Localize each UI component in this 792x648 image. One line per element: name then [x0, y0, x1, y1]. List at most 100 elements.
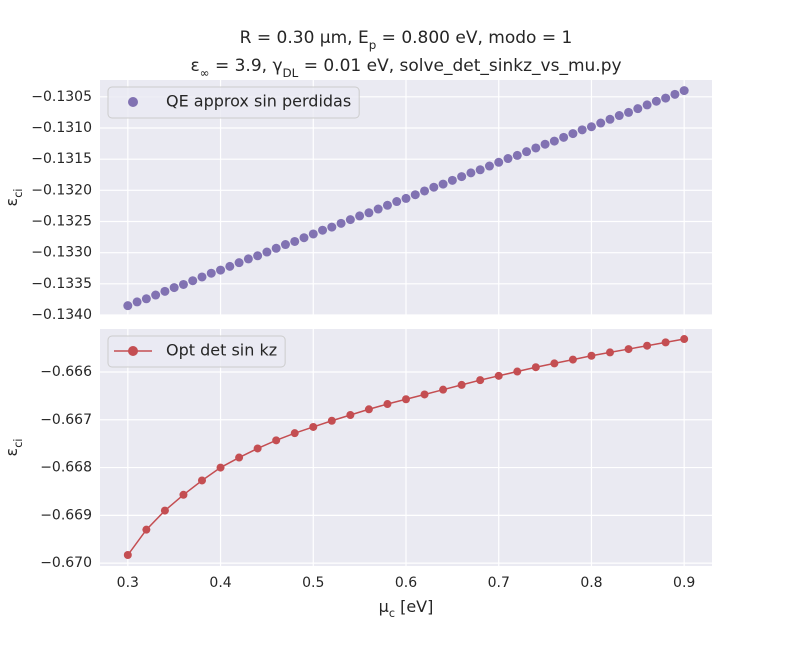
- y-tick-label: −0.1310: [31, 120, 92, 136]
- chart-title-part: ε: [190, 56, 199, 76]
- legend-marker: [128, 346, 138, 356]
- x-axis-label-part: [eV]: [395, 597, 433, 616]
- point: [438, 179, 448, 189]
- point: [299, 233, 309, 243]
- point: [587, 351, 596, 360]
- point: [540, 139, 550, 149]
- y-tick-label: −0.1330: [31, 245, 92, 261]
- point: [271, 243, 281, 253]
- y-tick-label: −0.1340: [31, 307, 92, 323]
- point: [272, 436, 281, 445]
- point: [160, 286, 170, 296]
- point: [568, 355, 577, 364]
- y-tick-label: −0.1320: [31, 182, 92, 198]
- chart-title-part: p: [369, 38, 377, 52]
- point: [142, 525, 151, 534]
- y-axis-label: εci: [2, 189, 25, 207]
- chart-title: ε∞ = 3.9, γDL = 0.01 eV, solve_det_sinkz…: [190, 56, 621, 80]
- point: [169, 283, 179, 293]
- point: [206, 268, 216, 278]
- point: [178, 279, 188, 289]
- point: [439, 385, 448, 394]
- point: [494, 371, 503, 380]
- y-tick-label: −0.669: [40, 507, 92, 523]
- point: [253, 444, 262, 453]
- x-tick-label: 0.7: [488, 575, 510, 591]
- chart-title-part: R = 0.30 μm, E: [240, 28, 369, 48]
- point: [179, 490, 188, 499]
- chart-title-part: ∞: [200, 66, 210, 80]
- point: [327, 416, 336, 425]
- point: [429, 182, 439, 192]
- x-tick-label: 0.8: [580, 575, 602, 591]
- legend-marker: [128, 97, 138, 107]
- point: [568, 129, 578, 139]
- point: [531, 363, 540, 372]
- point: [392, 197, 402, 207]
- point: [253, 251, 263, 261]
- y-tick-label: −0.668: [40, 460, 92, 476]
- point: [466, 168, 476, 178]
- y-tick-label: −0.670: [40, 555, 92, 571]
- x-tick-label: 0.3: [117, 575, 139, 591]
- chart-title-part: = 0.01 eV, solve_det_sinkz_vs_mu.py: [298, 56, 621, 76]
- point: [606, 348, 614, 357]
- y-tick-label: −0.667: [40, 412, 92, 428]
- point: [235, 453, 244, 462]
- point: [123, 301, 133, 311]
- point: [188, 276, 198, 286]
- point: [345, 215, 355, 225]
- point: [243, 254, 253, 264]
- point: [420, 390, 429, 399]
- point: [651, 96, 661, 106]
- chart-title-part: = 3.9, γ: [210, 56, 283, 76]
- y-axis-label-part: ci: [12, 189, 25, 198]
- x-axis-label-part: μ: [379, 597, 389, 616]
- point: [661, 338, 670, 347]
- point: [642, 100, 652, 110]
- point: [624, 345, 633, 354]
- point: [410, 190, 420, 200]
- point: [290, 429, 299, 438]
- point: [364, 405, 373, 414]
- point: [661, 93, 671, 103]
- point: [559, 132, 569, 142]
- legend-box: [107, 335, 286, 368]
- x-tick-label: 0.9: [673, 575, 695, 591]
- point: [512, 150, 522, 160]
- y-tick-label: −0.1335: [31, 276, 92, 292]
- x-tick-label: 0.5: [302, 575, 324, 591]
- point: [132, 297, 142, 307]
- point: [679, 86, 689, 96]
- point: [402, 395, 410, 404]
- point: [308, 229, 318, 239]
- y-tick-label: −0.1325: [31, 213, 92, 229]
- point: [605, 114, 615, 124]
- point: [577, 125, 587, 135]
- y-tick-label: −0.1305: [31, 89, 92, 105]
- point: [643, 341, 652, 350]
- point: [364, 208, 374, 218]
- point: [198, 476, 206, 485]
- point: [141, 294, 151, 304]
- point: [262, 247, 272, 257]
- point: [457, 380, 466, 389]
- point: [401, 193, 411, 203]
- point: [225, 261, 235, 271]
- point: [234, 258, 244, 268]
- point: [355, 211, 365, 221]
- chart-title-part: DL: [283, 66, 299, 80]
- legend-text: Opt det sin kz: [166, 341, 277, 360]
- point: [160, 506, 169, 515]
- legend-box: [107, 86, 360, 119]
- point: [550, 359, 559, 368]
- point: [457, 172, 467, 182]
- point: [383, 400, 392, 409]
- point: [624, 107, 634, 117]
- point: [327, 222, 337, 232]
- point: [382, 200, 392, 210]
- point: [513, 367, 522, 376]
- point: [151, 290, 161, 300]
- y-axis-label: εci: [2, 439, 25, 457]
